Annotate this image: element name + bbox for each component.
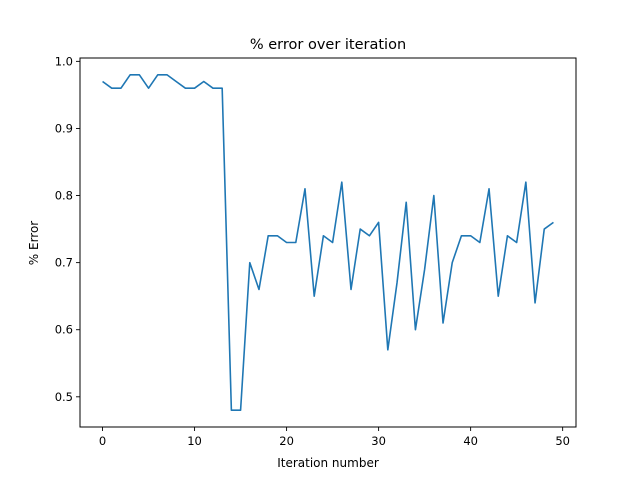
y-tick-label: 0.5 [55, 390, 73, 404]
plot-area [102, 73, 554, 412]
y-axis-label: % Error [27, 221, 41, 266]
chart-title: % error over iteration [250, 37, 406, 53]
x-tick-label: 30 [371, 434, 386, 448]
y-tick-label: 0.9 [55, 121, 73, 135]
y-tick-label: 0.6 [55, 323, 73, 337]
y-tick-label: 0.8 [55, 189, 73, 203]
series-line-0 [102, 73, 554, 412]
plot-frame [79, 57, 577, 428]
x-tick-label: 0 [99, 434, 106, 448]
y-axis: 0.5 0.6 0.7 0.8 0.9 1.0 [55, 54, 80, 404]
x-tick-label: 40 [463, 434, 478, 448]
x-axis-label: Iteration number [277, 456, 379, 470]
x-tick-label: 20 [279, 434, 294, 448]
y-tick-label: 1.0 [55, 54, 73, 68]
x-tick-label: 10 [187, 434, 202, 448]
x-tick-label: 50 [555, 434, 570, 448]
x-axis: 0 10 20 30 40 50 [99, 427, 570, 448]
y-tick-label: 0.7 [55, 256, 73, 270]
